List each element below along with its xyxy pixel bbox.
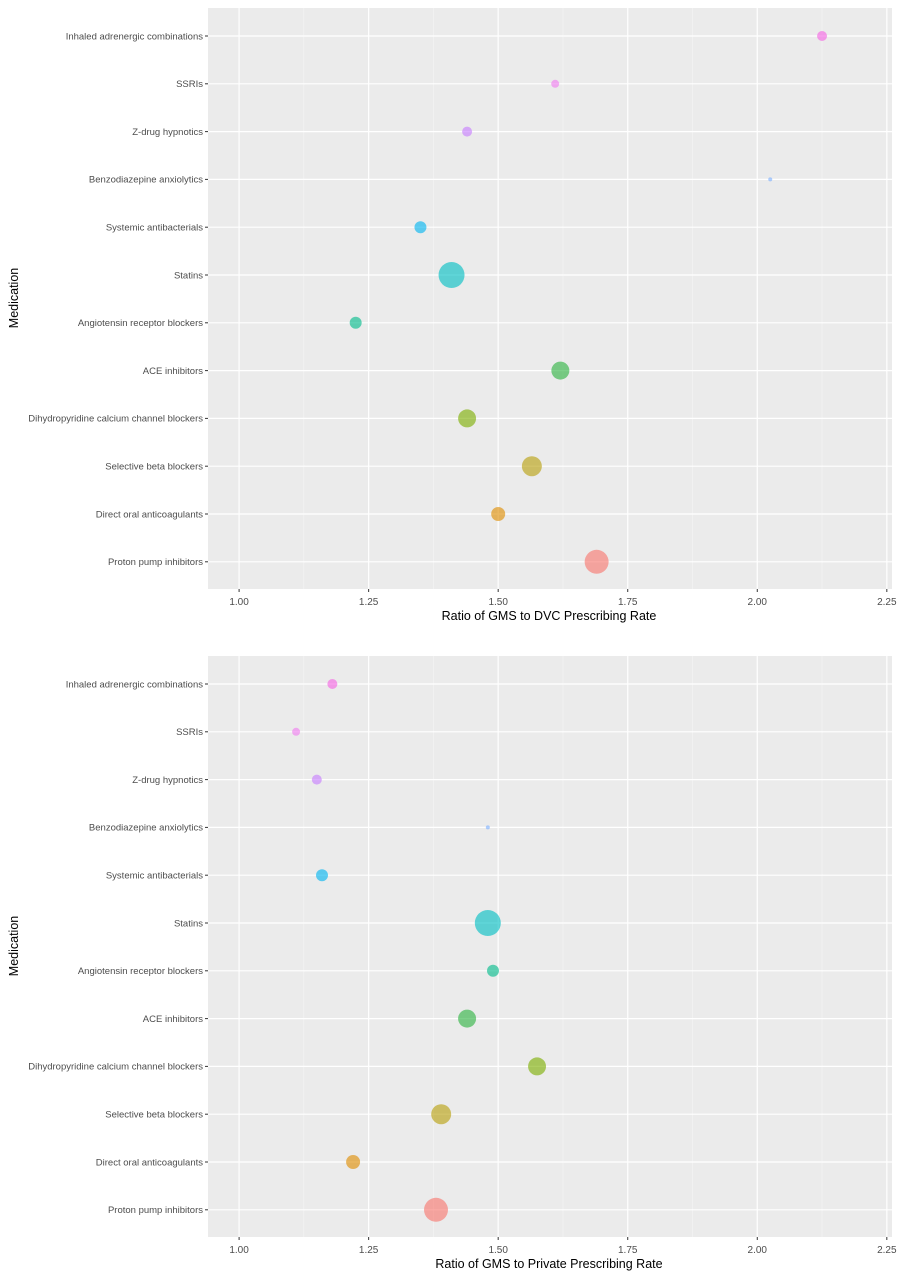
data-points — [349, 31, 828, 574]
category-label: Inhaled adrenergic combinations — [66, 31, 204, 42]
category-label: ACE inhibitors — [143, 1014, 203, 1025]
x-tick-label: 1.25 — [359, 1245, 379, 1256]
data-point — [349, 316, 362, 329]
category-label: Selective beta blockers — [105, 1110, 203, 1121]
data-point — [817, 31, 828, 41]
grid-lines — [208, 8, 892, 589]
category-label: Statins — [174, 918, 203, 929]
category-label: Dihydropyridine calcium channel blockers — [28, 414, 203, 425]
data-point — [551, 361, 570, 380]
category-label: Statins — [174, 270, 203, 281]
category-label: Z-drug hypnotics — [132, 775, 203, 786]
data-point — [584, 549, 609, 574]
data-point — [311, 774, 322, 785]
data-points — [292, 679, 547, 1222]
x-tick-label: 1.75 — [618, 1245, 638, 1256]
category-label: Angiotensin receptor blockers — [78, 966, 203, 977]
x-tick-label: 1.50 — [488, 1245, 508, 1256]
category-label: Direct oral anticoagulants — [96, 1157, 203, 1168]
category-label: Direct oral anticoagulants — [96, 509, 203, 520]
data-point — [327, 679, 338, 689]
category-label: Selective beta blockers — [105, 462, 203, 473]
category-label: Angiotensin receptor blockers — [78, 318, 203, 329]
category-label: Proton pump inhibitors — [108, 557, 203, 568]
category-label: Benzodiazepine anxiolytics — [89, 823, 203, 834]
category-label: SSRIs — [176, 727, 203, 738]
data-point — [431, 1104, 452, 1125]
category-label: Systemic antibacterials — [106, 223, 203, 234]
x-tick-label: 2.25 — [877, 1245, 897, 1256]
category-label: Z-drug hypnotics — [132, 127, 203, 138]
x-tick-label: 2.25 — [877, 597, 897, 608]
plot-background — [208, 8, 892, 589]
x-tick-label: 1.50 — [488, 597, 508, 608]
chart-bottom: Inhaled adrenergic combinations SSRIs Z-dr… — [7, 656, 897, 1271]
x-tick-labels: 1.00 1.25 1.50 1.75 2.00 2.25 — [229, 1237, 897, 1256]
data-point — [292, 727, 301, 736]
x-tick-label: 1.00 — [229, 597, 249, 608]
data-point — [474, 910, 501, 936]
data-point — [485, 825, 490, 830]
category-label: Proton pump inhibitors — [108, 1205, 203, 1216]
x-axis-title: Ratio of GMS to Private Prescribing Rate — [435, 1257, 662, 1271]
x-tick-label: 2.00 — [748, 1245, 768, 1256]
category-labels: Inhaled adrenergic combinations SSRIs Z-dr… — [28, 31, 208, 568]
data-point — [768, 177, 773, 182]
category-labels: Inhaled adrenergic combinations SSRIs Z-dr… — [28, 679, 208, 1216]
plot-background — [208, 656, 892, 1237]
category-label: Systemic antibacterials — [106, 871, 203, 882]
chart-top: Inhaled adrenergic combinations SSRIs Z-dr… — [7, 8, 897, 623]
data-point — [316, 869, 328, 882]
data-point — [528, 1057, 547, 1076]
y-axis-title: Medication — [7, 916, 21, 976]
category-label: Inhaled adrenergic combinations — [66, 679, 204, 690]
category-label: SSRIs — [176, 79, 203, 90]
x-tick-label: 2.00 — [748, 597, 768, 608]
x-tick-label: 1.25 — [359, 597, 379, 608]
data-point — [521, 456, 542, 477]
data-point — [491, 507, 506, 521]
x-tick-label: 1.75 — [618, 597, 638, 608]
data-point — [414, 221, 427, 234]
data-point — [424, 1197, 448, 1222]
data-point — [462, 126, 473, 137]
data-point — [346, 1155, 361, 1169]
category-label: Benzodiazepine anxiolytics — [89, 175, 203, 186]
data-point — [458, 409, 477, 428]
x-axis-title: Ratio of GMS to DVC Prescribing Rate — [442, 609, 657, 623]
category-label: Dihydropyridine calcium channel blockers — [28, 1062, 203, 1073]
data-point — [487, 964, 499, 977]
grid-lines — [208, 656, 892, 1237]
x-tick-label: 1.00 — [229, 1245, 249, 1256]
data-point — [438, 262, 465, 288]
category-label: ACE inhibitors — [143, 366, 203, 377]
data-point — [458, 1009, 477, 1028]
x-tick-labels: 1.00 1.25 1.50 1.75 2.00 2.25 — [229, 589, 897, 608]
y-axis-title: Medication — [7, 268, 21, 328]
data-point — [551, 79, 560, 88]
